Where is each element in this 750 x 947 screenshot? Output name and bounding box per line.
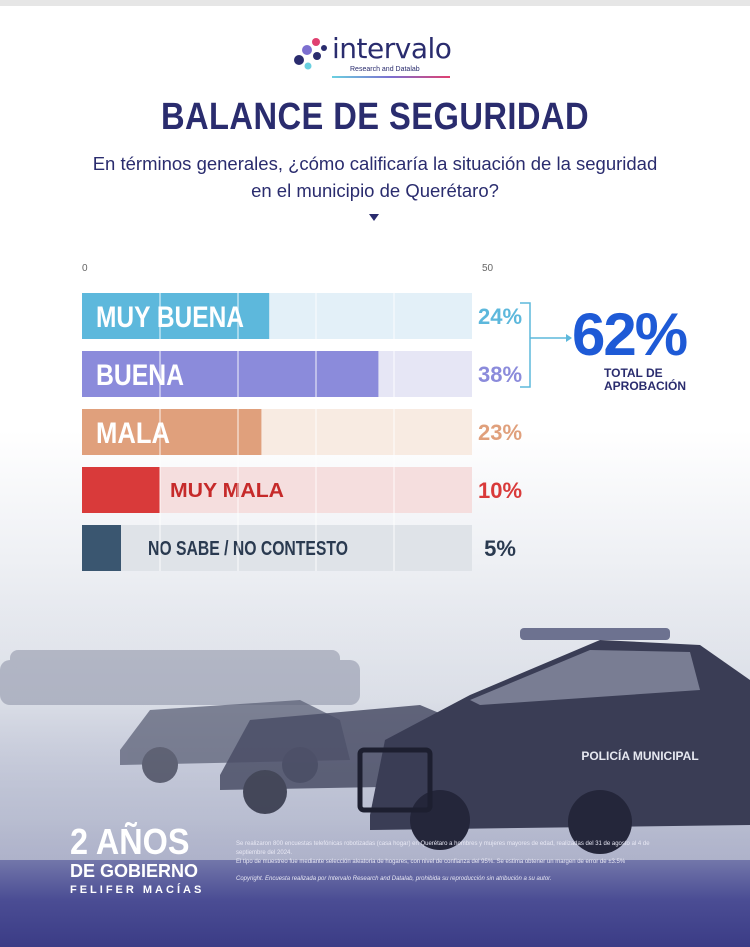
brand-tagline: Research and Datalab [350, 66, 420, 73]
police-vehicles-photo: POLICÍA MUNICIPAL [0, 600, 750, 860]
bar-chart: 0 50 MUY BUENA 24% BUENA 38% MALA 23% MUY MALA 10… [82, 263, 572, 571]
bar [82, 525, 121, 571]
methodology-line-1: Se realizaron 800 encuestas telefónicas … [236, 841, 650, 856]
caret-down-icon [369, 214, 379, 221]
brand-logo: intervalo Research and Datalab [290, 32, 470, 78]
brand-name: intervalo [332, 32, 452, 65]
methodology-line-2: El tipo de muestreo fue mediante selecci… [236, 859, 626, 865]
brand-underline [332, 76, 450, 78]
arrow-right-icon [566, 334, 572, 342]
footer-branding: 2 AÑOS DE GOBIERNO FELIFER MACÍAS [70, 824, 204, 898]
axis-tick-label: 0 [82, 263, 88, 274]
logo-mark-icon [294, 38, 327, 70]
vehicle-decal: POLICÍA MUNICIPAL [581, 748, 698, 763]
bar-category-label: MALA [96, 417, 170, 450]
bar-value-label: 10% [478, 478, 522, 503]
bar [82, 351, 379, 397]
approval-bracket [520, 302, 531, 388]
footer-years: 2 AÑOS [70, 821, 190, 862]
bar-value-label: 23% [478, 420, 522, 445]
bar-category-label: NO SABE / NO CONTESTO [148, 538, 348, 560]
bar-track [82, 525, 472, 571]
bar-category-label: MUY BUENA [96, 301, 244, 334]
copyright-note: Copyright. Encuesta realizada por Interv… [236, 876, 552, 882]
bar [82, 409, 262, 455]
footer-government: DE GOBIERNO [70, 861, 199, 881]
bar-value-label: 38% [478, 362, 522, 387]
approval-total: 62% [572, 301, 688, 368]
page-title: BALANCE DE SEGURIDAD [160, 96, 590, 138]
footer-name: FELIFER MACÍAS [70, 884, 205, 896]
bar-value-label: 5% [484, 536, 516, 561]
survey-question: En términos generales, ¿cómo calificaría… [92, 153, 658, 201]
bar-category-label: BUENA [96, 359, 184, 392]
bar-value-label: 24% [478, 304, 522, 329]
bar-category-label: MUY MALA [170, 480, 284, 502]
axis-tick-label: 50 [482, 263, 494, 274]
approval-label: TOTAL DE APROBACIÓN [604, 366, 687, 393]
bar [82, 467, 160, 513]
top-bar [0, 0, 750, 6]
methodology-note: Se realizaron 800 encuestas telefónicas … [236, 840, 676, 884]
